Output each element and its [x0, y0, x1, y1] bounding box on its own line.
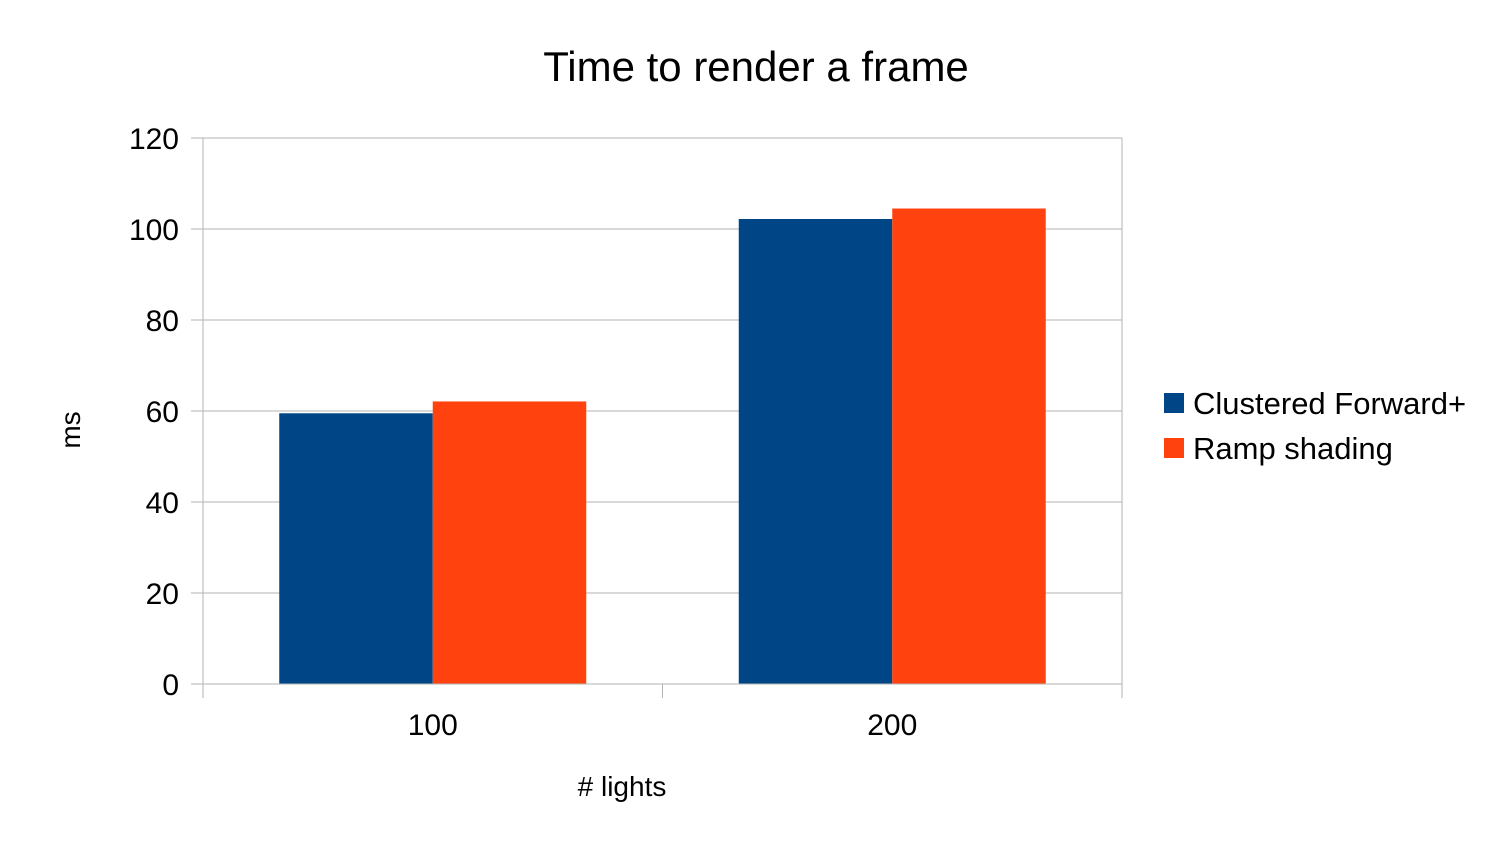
y-tick-label: 40 — [146, 487, 179, 520]
y-tick-label: 100 — [129, 214, 179, 247]
y-tick-label: 60 — [146, 396, 179, 429]
legend-label: Clustered Forward+ — [1193, 386, 1466, 421]
x-axis-ticks: 100 200 — [202, 684, 1123, 742]
y-axis-label: ms — [55, 411, 86, 448]
x-tick-label: 100 — [408, 709, 458, 742]
legend: Clustered Forward+ Ramp shading — [1164, 386, 1466, 466]
chart-title: Time to render a frame — [543, 43, 969, 90]
y-tick-label: 80 — [146, 305, 179, 338]
bar-200-0 — [738, 218, 893, 685]
legend-swatch — [1164, 393, 1184, 413]
bars — [279, 208, 1046, 685]
y-axis-ticks: 0 20 40 60 80 100 120 — [129, 123, 203, 702]
x-tick-label: 200 — [867, 709, 917, 742]
legend-swatch — [1164, 438, 1184, 458]
y-tick-label: 20 — [146, 578, 179, 611]
x-axis-label: # lights — [578, 771, 667, 802]
y-tick-label: 120 — [129, 123, 179, 156]
bar-100-1 — [432, 401, 587, 684]
bar-200-1 — [892, 208, 1046, 684]
legend-label: Ramp shading — [1193, 431, 1393, 466]
y-tick-label: 0 — [162, 669, 179, 702]
bar-100-0 — [279, 413, 433, 684]
